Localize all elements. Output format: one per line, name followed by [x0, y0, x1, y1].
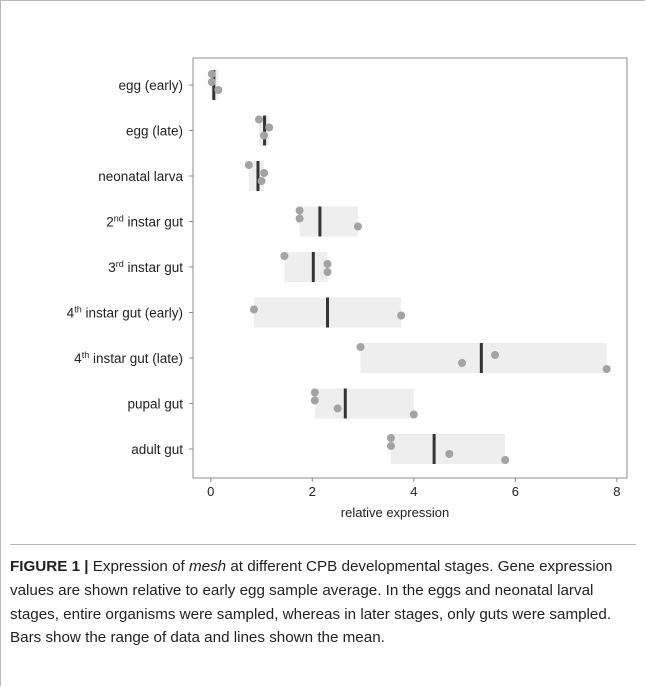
dot-range-chart: egg (early) egg (late) neonatal larva 2nd i…	[67, 57, 628, 520]
caption-text-after: at different CPB developmental stages. G…	[10, 558, 613, 647]
data-point	[244, 161, 253, 169]
data-point	[260, 131, 269, 140]
category-label: egg (late)	[126, 124, 183, 139]
plot-area	[192, 57, 628, 479]
x-axis-ticks: 0 2 4 6 8	[207, 478, 620, 499]
category-label: egg (early)	[118, 78, 183, 93]
x-tick-label: 8	[613, 484, 620, 499]
x-tick-label: 6	[512, 484, 519, 499]
data-point	[310, 396, 319, 405]
category-label: pupal gut	[127, 397, 183, 412]
data-point	[249, 305, 258, 314]
figure-caption: FIGURE 1 | Expression of mesh at differe…	[10, 544, 636, 650]
data-point	[353, 222, 362, 231]
data-point	[295, 206, 304, 215]
x-axis-label: relative expression	[341, 505, 449, 520]
data-point	[501, 456, 510, 464]
range-bar	[314, 388, 414, 419]
data-point	[491, 351, 500, 359]
data-point	[409, 410, 418, 419]
category-label: 4th instar gut (late)	[74, 350, 183, 366]
x-tick-label: 0	[207, 484, 214, 499]
data-point	[254, 115, 263, 124]
data-points	[207, 70, 611, 464]
range-bar	[284, 252, 328, 282]
x-tick-label: 2	[309, 484, 316, 499]
data-point	[386, 442, 395, 450]
data-point	[356, 343, 365, 351]
data-point	[458, 359, 467, 367]
category-label: 3rd instar gut	[108, 259, 183, 275]
x-tick-label: 4	[410, 484, 417, 499]
category-label: 4th instar gut (early)	[67, 305, 183, 321]
data-point	[323, 260, 332, 268]
range-bar	[299, 206, 358, 237]
data-point	[397, 311, 406, 320]
data-point	[323, 268, 332, 276]
data-point	[602, 365, 611, 373]
range-bar	[390, 434, 506, 464]
category-label: 2nd instar gut	[106, 214, 183, 230]
data-point	[260, 169, 269, 177]
caption-gene-name: mesh	[188, 558, 227, 575]
data-point	[386, 434, 395, 442]
caption-label: FIGURE 1 |	[10, 558, 89, 575]
data-point	[333, 404, 342, 413]
category-labels: egg (early) egg (late) neonatal larva 2nd i…	[67, 78, 193, 457]
data-point	[257, 177, 266, 185]
data-point	[445, 450, 454, 458]
range-bar	[360, 343, 607, 373]
caption-text-before: Expression of	[88, 558, 189, 575]
category-label: adult gut	[131, 442, 183, 457]
data-point	[280, 252, 289, 260]
data-point	[207, 70, 216, 78]
data-point	[310, 388, 319, 397]
data-point	[214, 86, 223, 94]
data-point	[265, 123, 274, 132]
data-point	[207, 78, 216, 86]
data-point	[295, 214, 304, 223]
category-label: neonatal larva	[98, 169, 183, 184]
